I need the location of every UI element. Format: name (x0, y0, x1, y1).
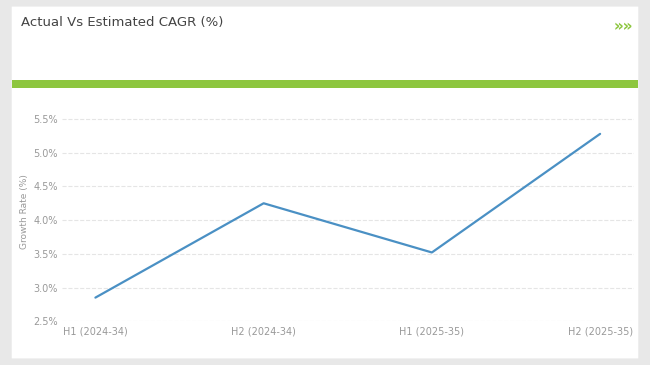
Text: Actual Vs Estimated CAGR (%): Actual Vs Estimated CAGR (%) (21, 16, 224, 29)
Y-axis label: Growth Rate (%): Growth Rate (%) (20, 174, 29, 249)
Text: »»: »» (614, 19, 633, 34)
